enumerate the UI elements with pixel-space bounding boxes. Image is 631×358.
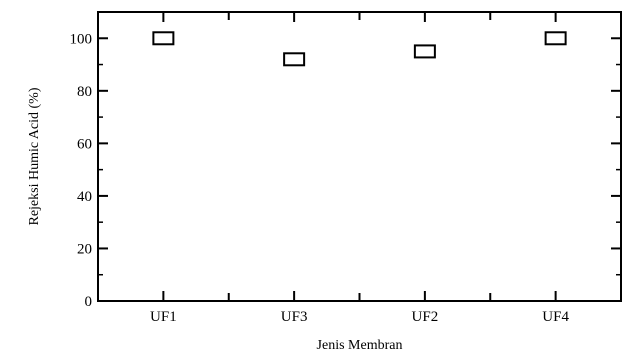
plot-frame — [97, 11, 622, 302]
data-point-marker — [283, 52, 306, 67]
data-point-marker — [544, 31, 567, 46]
y-tick-label: 80 — [77, 84, 92, 100]
x-tick-labels: UF1 UF3 UF2 UF4 — [150, 309, 569, 325]
x-tick-label: UF2 — [412, 309, 439, 325]
y-tick-labels: 0 20 40 60 80 100 — [70, 31, 93, 310]
x-tick-label: UF1 — [150, 309, 177, 325]
x-axis-title: Jenis Membran — [317, 338, 403, 353]
x-tick-label: UF3 — [281, 309, 308, 325]
data-point-marker — [413, 44, 436, 59]
points-layer — [152, 31, 567, 67]
y-axis-title: Rejeksi Humic Acid (%) — [27, 87, 42, 225]
y-tick-label: 60 — [77, 136, 92, 152]
y-tick-label: 0 — [85, 294, 93, 310]
ticks-layer — [98, 12, 621, 302]
y-tick-label: 100 — [70, 31, 93, 47]
y-tick-label: 20 — [77, 241, 92, 257]
x-tick-label: UF4 — [542, 309, 569, 325]
data-point-marker — [152, 31, 175, 46]
y-tick-label: 40 — [77, 189, 92, 205]
